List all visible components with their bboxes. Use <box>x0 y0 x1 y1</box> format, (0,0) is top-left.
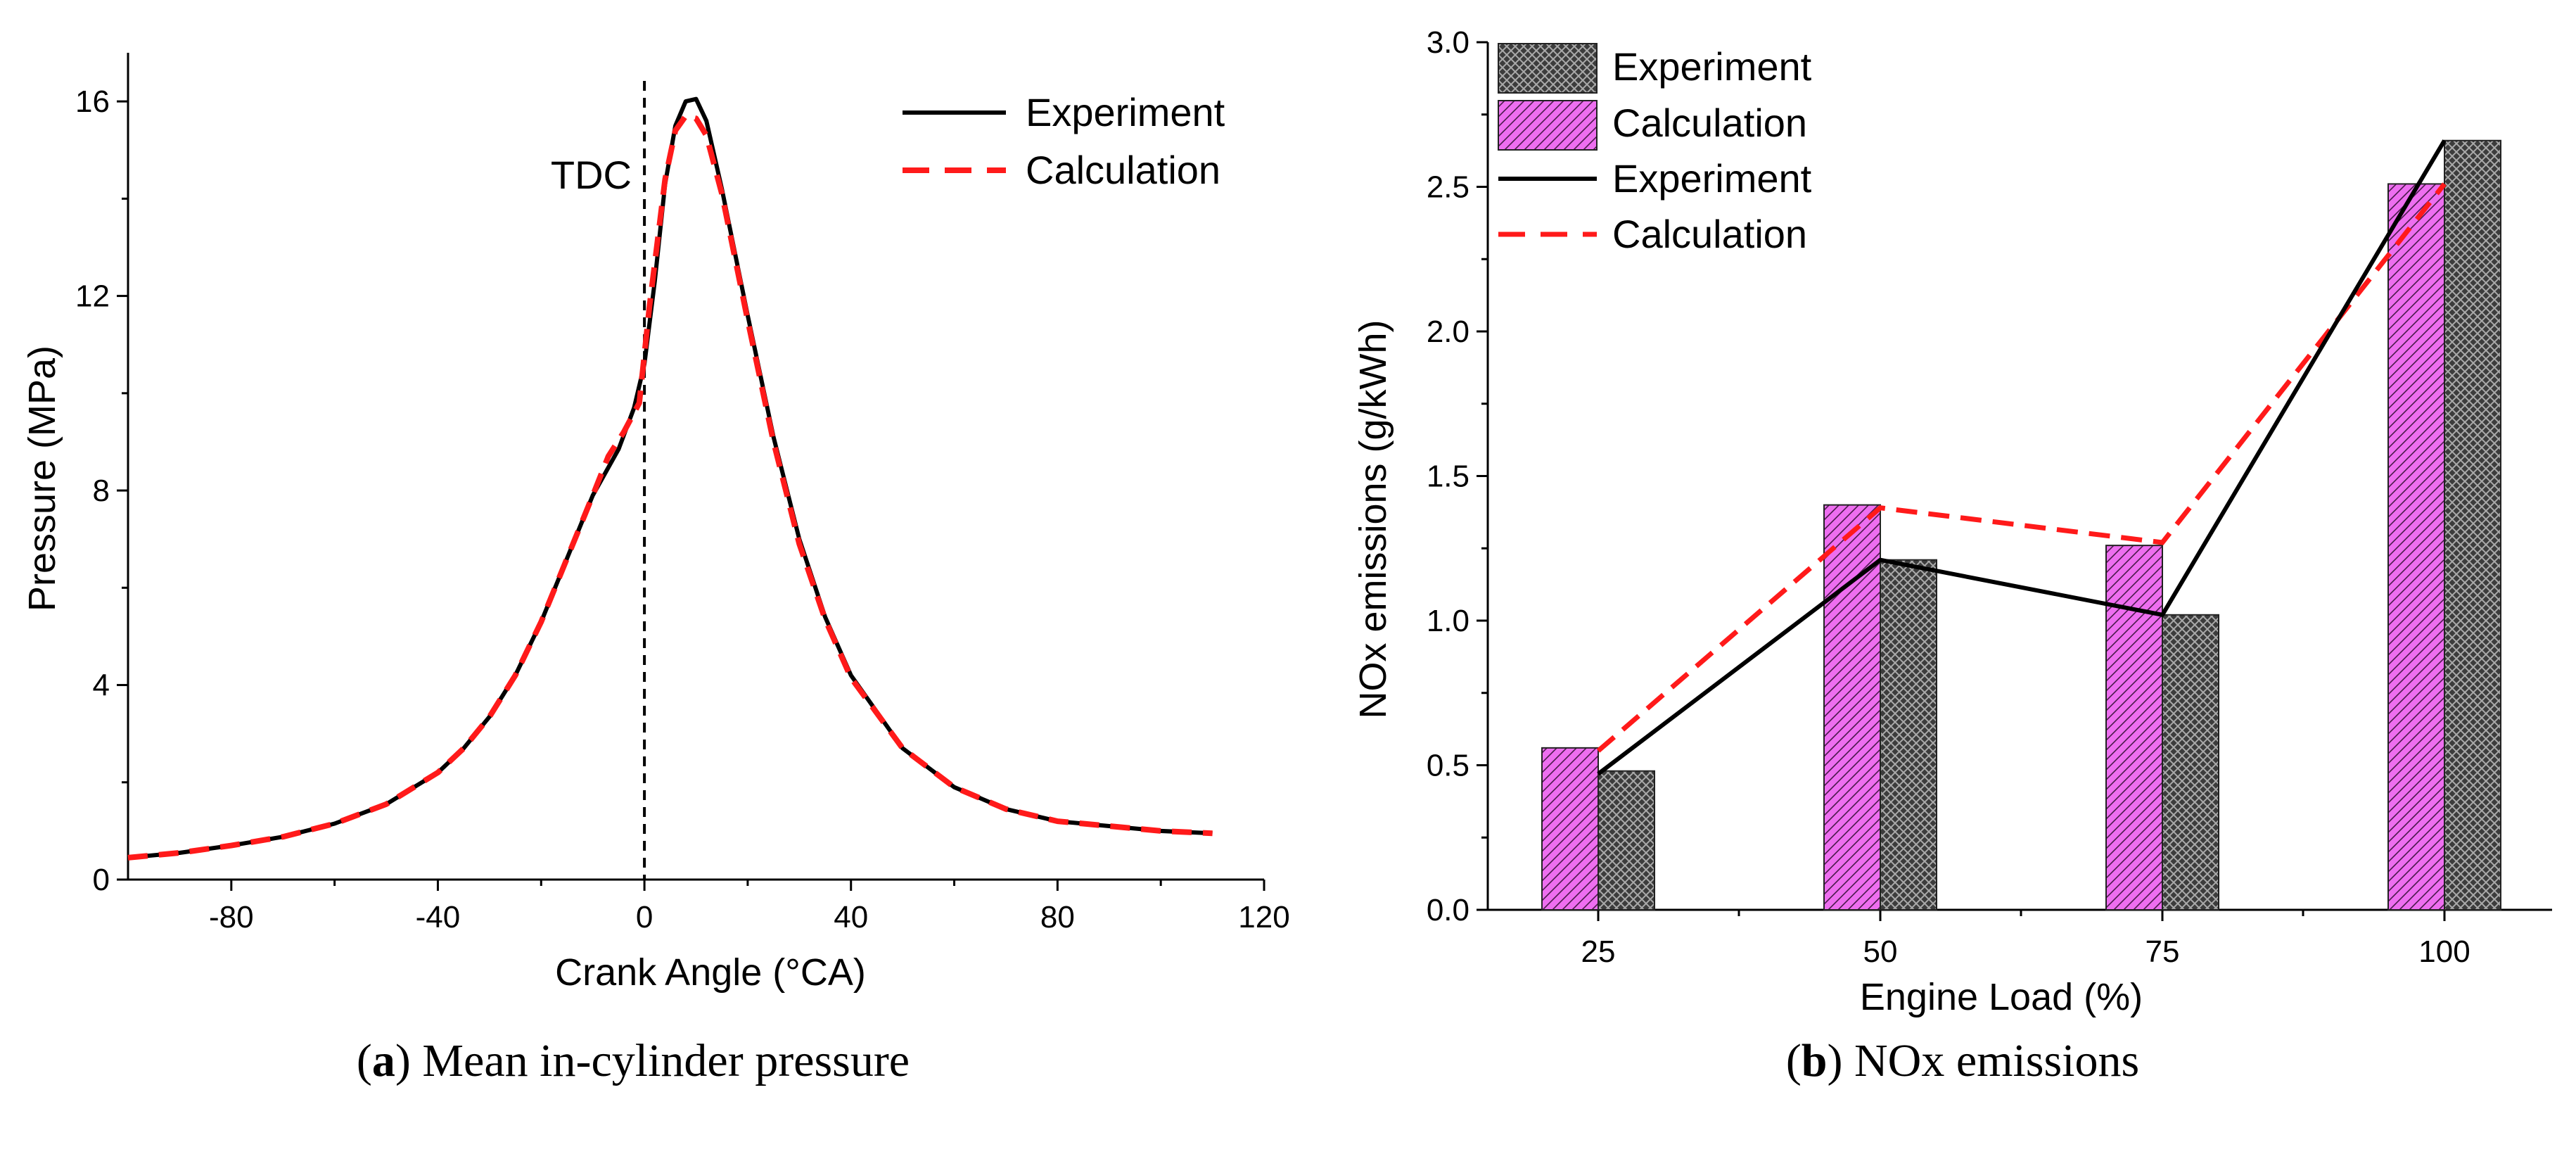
legend-label-bar-experiment: Experiment <box>1612 44 1812 89</box>
caption-b: (b) NOx emissions <box>1785 1035 2140 1086</box>
series-line-experiment <box>127 96 1213 860</box>
series-line-calculation <box>1596 182 2447 753</box>
chart-a-x-tick-label: -80 <box>209 900 254 934</box>
chart-b-y-tick-label: 0.5 <box>1427 749 1469 783</box>
bar-experiment <box>1598 770 1655 911</box>
chart-b-y-tick-label: 2.5 <box>1427 170 1469 205</box>
chart-a-y-tick-label: 12 <box>75 279 110 314</box>
series-line-experiment <box>1597 139 2447 776</box>
caption-a-label: a <box>371 1035 395 1086</box>
chart-a-x-tick-label: 0 <box>636 900 653 934</box>
chart-b-y-tick-label: 0.0 <box>1427 893 1469 927</box>
caption-b-text: NOx emissions <box>1854 1035 2140 1086</box>
chart-a-y-axis-label: Pressure (MPa) <box>21 345 63 611</box>
chart-a-x-tick-label: 40 <box>834 900 868 934</box>
chart-b-legend: Experiment Calculation Experiment Calculati… <box>1498 43 1812 256</box>
caption-b-label: b <box>1801 1035 1828 1086</box>
chart-a-x-tick-label: 80 <box>1040 900 1075 934</box>
chart-a-legend: Experiment Calculation <box>903 90 1225 192</box>
chart-a-x-tick-label: 120 <box>1238 900 1289 934</box>
bar-calculation <box>1541 747 1599 911</box>
legend-label-line-calculation: Calculation <box>1612 212 1807 256</box>
chart-a-x-axis-label: Crank Angle (°CA) <box>555 951 866 994</box>
chart-a-y-tick-label: 0 <box>93 863 110 897</box>
chart-a-y-tick-label: 16 <box>75 84 110 119</box>
chart-a-axes: -80 -40 0 40 80 120 0 4 8 12 16 <box>75 53 1290 934</box>
legend-label-calculation: Calculation <box>1026 148 1220 192</box>
legend-label-experiment: Experiment <box>1026 90 1225 134</box>
chart-b-y-tick-label: 2.0 <box>1427 315 1469 349</box>
legend-swatch-bar-calculation <box>1498 100 1598 151</box>
chart-b-y-tick-label: 3.0 <box>1427 25 1469 60</box>
bar-calculation <box>2387 183 2445 911</box>
caption-a-text: Mean in-cylinder pressure <box>422 1035 910 1086</box>
legend-label-line-experiment: Experiment <box>1612 156 1812 201</box>
legend-swatch-bar-experiment <box>1498 43 1598 94</box>
chart-b-nox: 0.0 0.5 1.0 1.5 2.0 2.5 3.0 25 50 75 100 Experimen… <box>1352 25 2552 1018</box>
chart-a-y-tick-label: 4 <box>93 668 110 703</box>
tdc-annotation: TDC <box>551 153 632 197</box>
chart-a-x-tick-label: -40 <box>416 900 461 934</box>
chart-a-pressure: -80 -40 0 40 80 120 0 4 8 12 16 Experiment Calculat… <box>21 53 1290 994</box>
chart-a-plot-area <box>127 81 1213 880</box>
chart-b-x-tick-label: 100 <box>2418 934 2470 969</box>
bar-experiment <box>2162 614 2219 911</box>
chart-b-plot-area <box>1541 139 2501 911</box>
caption-a: (a) Mean in-cylinder pressure <box>356 1035 910 1086</box>
chart-b-x-tick-label: 25 <box>1581 934 1616 969</box>
chart-b-x-tick-label: 50 <box>1863 934 1898 969</box>
chart-b-y-axis-label: NOx emissions (g/kWh) <box>1352 319 1394 718</box>
chart-b-y-tick-label: 1.0 <box>1427 604 1469 638</box>
series-line-calculation <box>127 113 1213 861</box>
chart-b-x-tick-label: 75 <box>2145 934 2180 969</box>
chart-b-y-tick-label: 1.5 <box>1427 459 1469 494</box>
bar-experiment <box>1880 559 1937 911</box>
bar-calculation <box>2105 545 2163 911</box>
chart-a-y-tick-label: 8 <box>93 474 110 508</box>
bar-calculation <box>1823 504 1881 911</box>
chart-b-x-axis-label: Engine Load (%) <box>1860 976 2143 1018</box>
chart-b-axes: 0.0 0.5 1.0 1.5 2.0 2.5 3.0 25 50 75 100 <box>1427 25 2552 969</box>
legend-label-bar-calculation: Calculation <box>1612 101 1807 145</box>
bar-experiment <box>2444 139 2501 911</box>
